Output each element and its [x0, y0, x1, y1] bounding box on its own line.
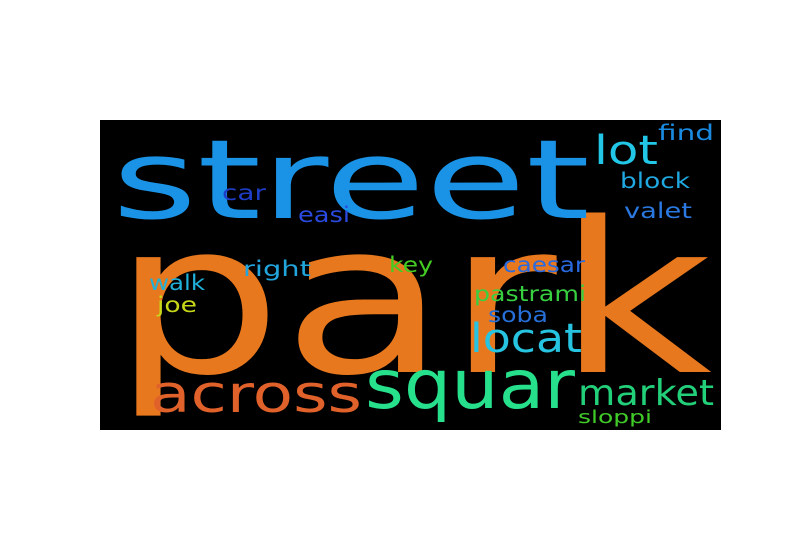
word-sloppi: sloppi	[578, 407, 652, 428]
word-cloud-background	[100, 120, 721, 430]
word-across: across	[150, 365, 362, 425]
word-easi: easi	[298, 203, 350, 227]
word-caesar: caesar	[503, 253, 585, 277]
word-pastrami: pastrami	[474, 282, 586, 306]
word-car: car	[222, 181, 266, 205]
word-block: block	[620, 169, 691, 193]
word-lot: lot	[594, 128, 658, 174]
word-soba: soba	[488, 303, 548, 327]
word-locat: locat	[470, 316, 582, 362]
word-find: find	[658, 121, 714, 145]
word-joe: joe	[156, 293, 197, 317]
word-valet: valet	[624, 199, 692, 223]
word-park: park	[112, 177, 712, 422]
word-street: street	[112, 116, 590, 244]
word-squar: squar	[365, 346, 575, 425]
word-key: key	[389, 253, 433, 277]
word-walk: walk	[149, 271, 206, 295]
word-right: right	[243, 257, 311, 281]
word-market: market	[578, 373, 714, 414]
